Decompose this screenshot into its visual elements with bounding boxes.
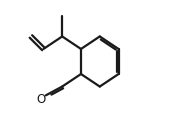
Text: O: O [36, 93, 46, 106]
